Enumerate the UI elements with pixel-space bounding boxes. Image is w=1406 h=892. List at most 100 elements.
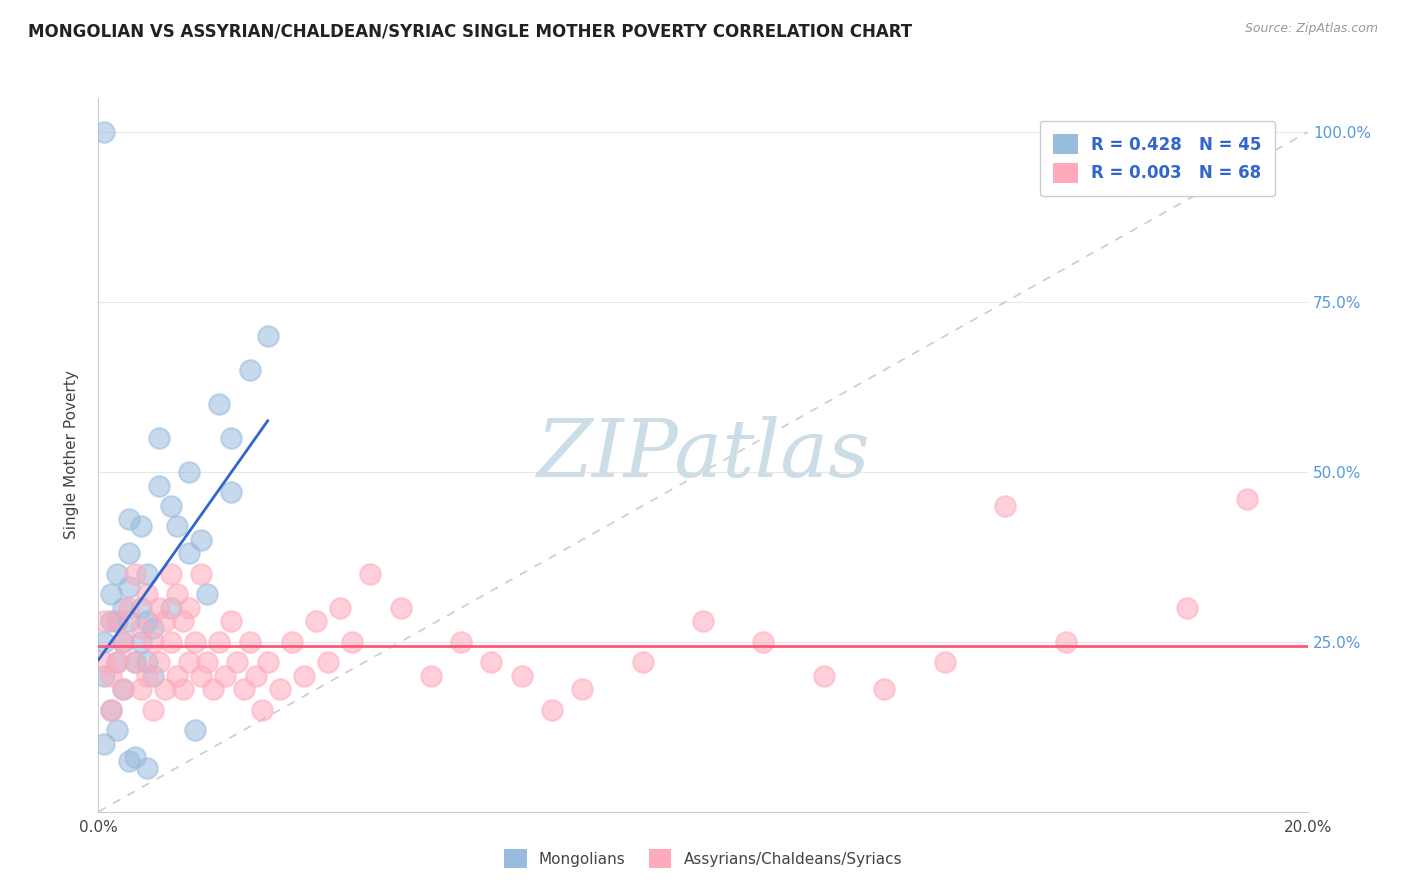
Point [752, 635, 775, 649]
Point [111, 682, 134, 697]
Point [153, 682, 176, 697]
Point [239, 635, 262, 649]
Point [190, 669, 212, 683]
Point [111, 682, 134, 697]
Point [129, 621, 152, 635]
Point [93, 655, 115, 669]
Point [118, 581, 141, 595]
Point [124, 655, 146, 669]
Point [135, 655, 157, 669]
Point [179, 546, 201, 560]
Point [934, 655, 956, 669]
Point [118, 600, 141, 615]
Point [450, 635, 472, 649]
Point [1175, 600, 1198, 615]
Point [148, 655, 170, 669]
Point [360, 566, 382, 581]
Point [135, 566, 157, 581]
Point [142, 635, 165, 649]
Point [105, 655, 128, 669]
Point [129, 519, 152, 533]
Point [148, 478, 170, 492]
Point [179, 465, 201, 479]
Point [195, 587, 218, 601]
Point [179, 655, 201, 669]
Point [118, 546, 141, 560]
Point [124, 566, 146, 581]
Point [184, 635, 207, 649]
Point [281, 635, 304, 649]
Point [153, 615, 176, 629]
Point [481, 655, 503, 669]
Point [93, 737, 115, 751]
Point [111, 635, 134, 649]
Point [329, 600, 352, 615]
Point [129, 635, 152, 649]
Point [510, 669, 533, 683]
Legend: Mongolians, Assyrians/Chaldeans/Syriacs: Mongolians, Assyrians/Chaldeans/Syriacs [496, 841, 910, 875]
Point [692, 615, 714, 629]
Point [135, 615, 157, 629]
Point [166, 669, 188, 683]
Point [118, 512, 141, 526]
Point [100, 669, 122, 683]
Point [571, 682, 593, 697]
Point [245, 669, 267, 683]
Point [239, 363, 262, 377]
Point [105, 655, 128, 669]
Point [269, 682, 291, 697]
Point [105, 566, 128, 581]
Point [135, 669, 157, 683]
Point [184, 723, 207, 738]
Point [111, 600, 134, 615]
Point [105, 723, 128, 738]
Point [148, 431, 170, 445]
Point [256, 655, 278, 669]
Point [142, 703, 165, 717]
Text: MONGOLIAN VS ASSYRIAN/CHALDEAN/SYRIAC SINGLE MOTHER POVERTY CORRELATION CHART: MONGOLIAN VS ASSYRIAN/CHALDEAN/SYRIAC SI… [28, 22, 912, 40]
Point [873, 682, 896, 697]
Point [124, 750, 146, 764]
Point [232, 682, 254, 697]
Point [160, 635, 183, 649]
Point [118, 615, 141, 629]
Point [190, 566, 212, 581]
Point [813, 669, 835, 683]
Text: ZIPatlas: ZIPatlas [536, 417, 870, 493]
Point [226, 655, 249, 669]
Point [208, 397, 231, 411]
Point [100, 703, 122, 717]
Point [124, 655, 146, 669]
Point [160, 566, 183, 581]
Point [166, 519, 188, 533]
Point [389, 600, 412, 615]
Point [166, 587, 188, 601]
Point [292, 669, 315, 683]
Point [105, 615, 128, 629]
Point [129, 600, 152, 615]
Point [129, 682, 152, 697]
Point [208, 635, 231, 649]
Point [631, 655, 654, 669]
Point [93, 615, 115, 629]
Point [994, 499, 1017, 513]
Point [105, 615, 128, 629]
Point [342, 635, 364, 649]
Point [256, 329, 278, 343]
Point [100, 615, 122, 629]
Point [100, 703, 122, 717]
Point [1236, 492, 1258, 507]
Point [190, 533, 212, 547]
Point [420, 669, 443, 683]
Point [221, 431, 243, 445]
Point [93, 125, 115, 139]
Point [100, 587, 122, 601]
Point [142, 621, 165, 635]
Point [118, 754, 141, 768]
Point [160, 600, 183, 615]
Point [135, 760, 157, 774]
Point [160, 499, 183, 513]
Point [221, 485, 243, 500]
Point [179, 600, 201, 615]
Point [305, 615, 328, 629]
